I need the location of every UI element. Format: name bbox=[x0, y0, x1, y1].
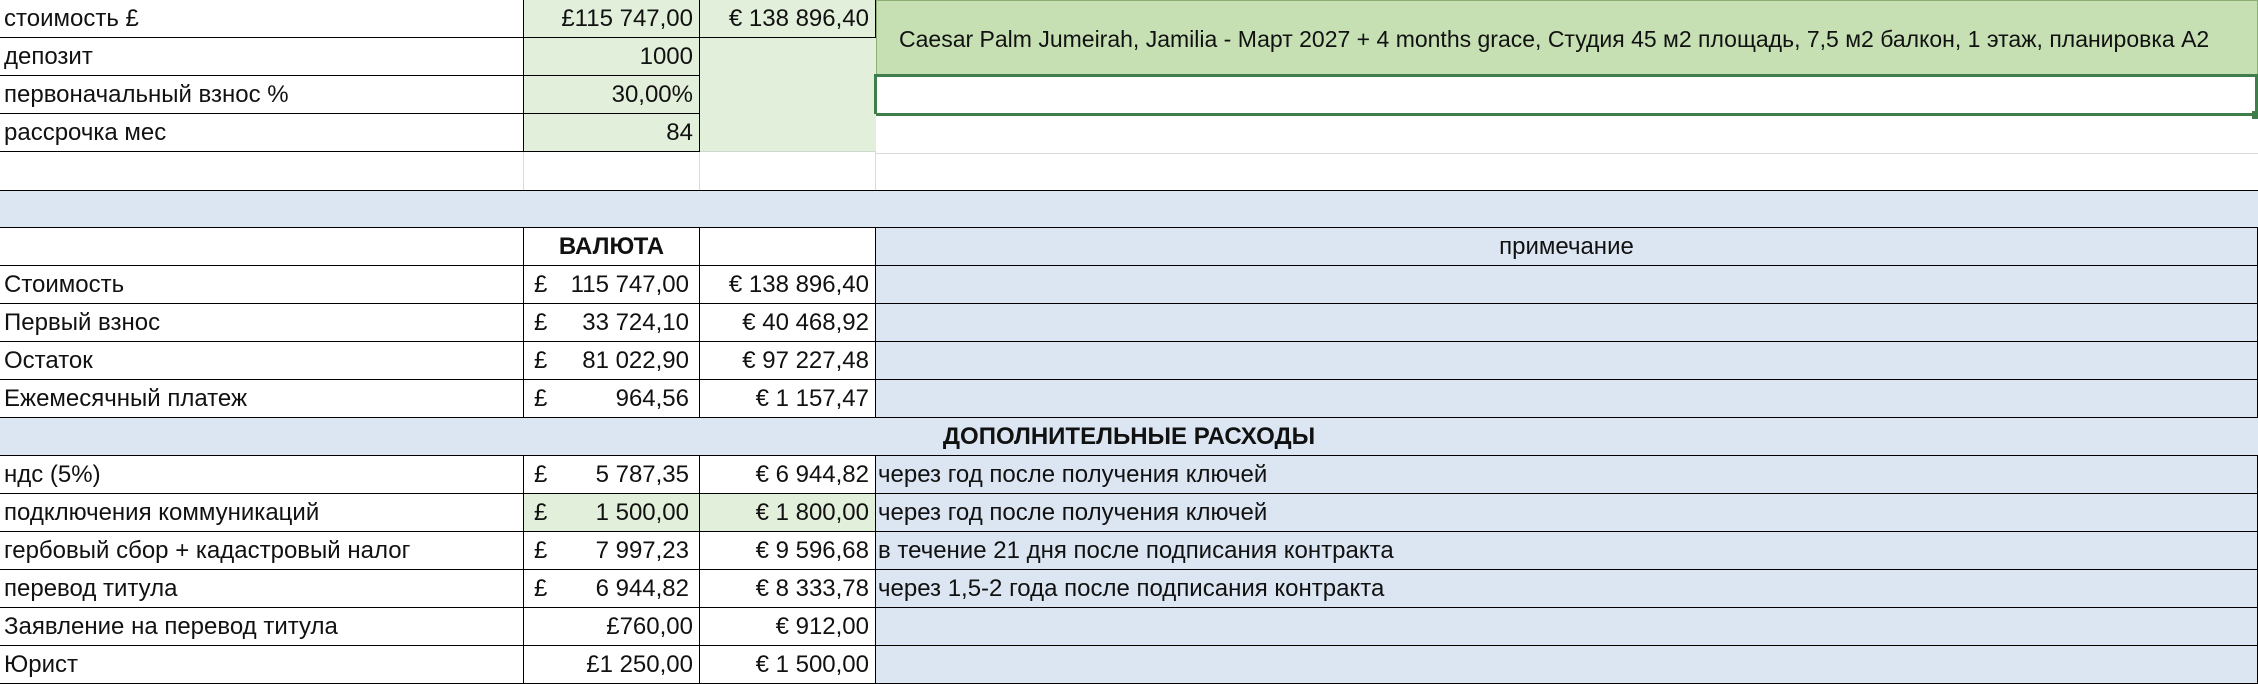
row-label[interactable]: Заявление на перевод титула bbox=[0, 608, 524, 646]
note-cell[interactable]: в течение 21 дня после подписания контра… bbox=[876, 532, 2258, 570]
pound-symbol: £ bbox=[534, 271, 548, 298]
gbp-amount-cell[interactable]: £964,56 bbox=[524, 380, 700, 418]
row-label[interactable]: Ежемесячный платеж bbox=[0, 380, 524, 418]
cell-down-payment-value[interactable]: 30,00% bbox=[524, 76, 700, 114]
extra-costs-header[interactable]: ДОПОЛНИТЕЛЬНЫЕ РАСХОДЫ bbox=[0, 418, 2258, 456]
gbp-amount: 7 997,23 bbox=[595, 537, 689, 564]
cell-empty[interactable] bbox=[0, 228, 524, 266]
row-label[interactable]: гербовый сбор + кадастровый налог bbox=[0, 532, 524, 570]
gbp-amount: 115 747,00 bbox=[570, 271, 689, 298]
gbp-amount: 33 724,10 bbox=[582, 309, 689, 336]
row-label[interactable]: подключения коммуникаций bbox=[0, 494, 524, 532]
row-label[interactable]: Юрист bbox=[0, 646, 524, 684]
row-label[interactable]: Остаток bbox=[0, 342, 524, 380]
row-label[interactable]: перевод титула bbox=[0, 570, 524, 608]
pound-symbol: £ bbox=[534, 575, 548, 602]
note-cell[interactable] bbox=[876, 646, 2258, 684]
currency-header[interactable]: ВАЛЮТА bbox=[524, 228, 700, 266]
cell-deposit-label[interactable]: депозит bbox=[0, 38, 524, 76]
cell-cost-gbp[interactable]: £115 747,00 bbox=[524, 0, 700, 38]
cell-empty[interactable] bbox=[700, 228, 876, 266]
pound-symbol: £ bbox=[534, 499, 548, 526]
gbp-amount: 964,56 bbox=[615, 385, 689, 412]
eur-amount[interactable]: € 6 944,82 bbox=[700, 456, 876, 494]
cell-term-value[interactable]: 84 bbox=[524, 114, 700, 152]
note-cell[interactable]: через год после получения ключей bbox=[876, 456, 2258, 494]
row-label[interactable]: Первый взнос bbox=[0, 304, 524, 342]
cell-empty[interactable] bbox=[0, 152, 524, 190]
cell-empty[interactable] bbox=[700, 152, 876, 190]
gbp-amount: 5 787,35 bbox=[595, 461, 689, 488]
note-cell[interactable] bbox=[876, 608, 2258, 646]
cell-property-description[interactable]: Caesar Palm Jumeirah, Jamilia - Март 202… bbox=[876, 0, 2258, 76]
eur-amount[interactable]: € 8 333,78 bbox=[700, 570, 876, 608]
note-cell[interactable] bbox=[876, 342, 2258, 380]
eur-amount[interactable]: € 9 596,68 bbox=[700, 532, 876, 570]
cell-empty[interactable] bbox=[876, 154, 2258, 192]
eur-amount[interactable]: € 1 500,00 bbox=[700, 646, 876, 684]
cell-empty[interactable] bbox=[700, 38, 876, 76]
eur-amount[interactable]: € 40 468,92 bbox=[700, 304, 876, 342]
pound-symbol: £ bbox=[534, 309, 548, 336]
gbp-amount: 1 500,00 bbox=[595, 499, 689, 526]
cell-cost-label[interactable]: стоимость £ bbox=[0, 0, 524, 38]
eur-amount[interactable]: € 1 800,00 bbox=[700, 494, 876, 532]
cell-cost-eur[interactable]: € 138 896,40 bbox=[700, 0, 876, 38]
gbp-amount-cell[interactable]: £81 022,90 bbox=[524, 342, 700, 380]
gbp-amount: 6 944,82 bbox=[595, 575, 689, 602]
row-label[interactable]: Стоимость bbox=[0, 266, 524, 304]
gbp-amount-cell[interactable]: £6 944,82 bbox=[524, 570, 700, 608]
cell-empty[interactable] bbox=[700, 114, 876, 152]
gbp-amount-cell[interactable]: £33 724,10 bbox=[524, 304, 700, 342]
note-cell[interactable]: через год после получения ключей bbox=[876, 494, 2258, 532]
gbp-amount-cell[interactable]: £7 997,23 bbox=[524, 532, 700, 570]
pound-symbol: £ bbox=[534, 347, 548, 374]
pound-symbol: £ bbox=[534, 461, 548, 488]
fill-handle[interactable] bbox=[2252, 111, 2258, 119]
pound-symbol: £ bbox=[534, 537, 548, 564]
cell-term-label[interactable]: рассрочка мес bbox=[0, 114, 524, 152]
gbp-amount-cell[interactable]: £115 747,00 bbox=[524, 266, 700, 304]
row-label[interactable]: ндс (5%) bbox=[0, 456, 524, 494]
eur-amount[interactable]: € 138 896,40 bbox=[700, 266, 876, 304]
eur-amount[interactable]: € 912,00 bbox=[700, 608, 876, 646]
cell-deposit-value[interactable]: 1000 bbox=[524, 38, 700, 76]
cell-empty[interactable] bbox=[700, 76, 876, 114]
gbp-amount-cell[interactable]: £1 500,00 bbox=[524, 494, 700, 532]
selected-cell[interactable] bbox=[874, 74, 2258, 116]
note-cell[interactable] bbox=[876, 380, 2258, 418]
pound-symbol: £ bbox=[534, 385, 548, 412]
eur-amount[interactable]: € 97 227,48 bbox=[700, 342, 876, 380]
gbp-amount-cell[interactable]: £760,00 bbox=[524, 608, 700, 646]
gbp-amount-cell[interactable]: £5 787,35 bbox=[524, 456, 700, 494]
note-cell[interactable] bbox=[876, 304, 2258, 342]
eur-amount[interactable]: € 1 157,47 bbox=[700, 380, 876, 418]
gbp-amount-cell[interactable]: £1 250,00 bbox=[524, 646, 700, 684]
separator-band bbox=[0, 190, 2258, 228]
note-cell[interactable] bbox=[876, 266, 2258, 304]
cell-down-payment-label[interactable]: первоначальный взнос % bbox=[0, 76, 524, 114]
cell-empty[interactable] bbox=[524, 152, 700, 190]
cell-empty[interactable] bbox=[876, 116, 2258, 154]
note-cell[interactable]: через 1,5-2 года после подписания контра… bbox=[876, 570, 2258, 608]
note-header[interactable]: примечание bbox=[876, 228, 2258, 266]
gbp-amount: 81 022,90 bbox=[582, 347, 689, 374]
